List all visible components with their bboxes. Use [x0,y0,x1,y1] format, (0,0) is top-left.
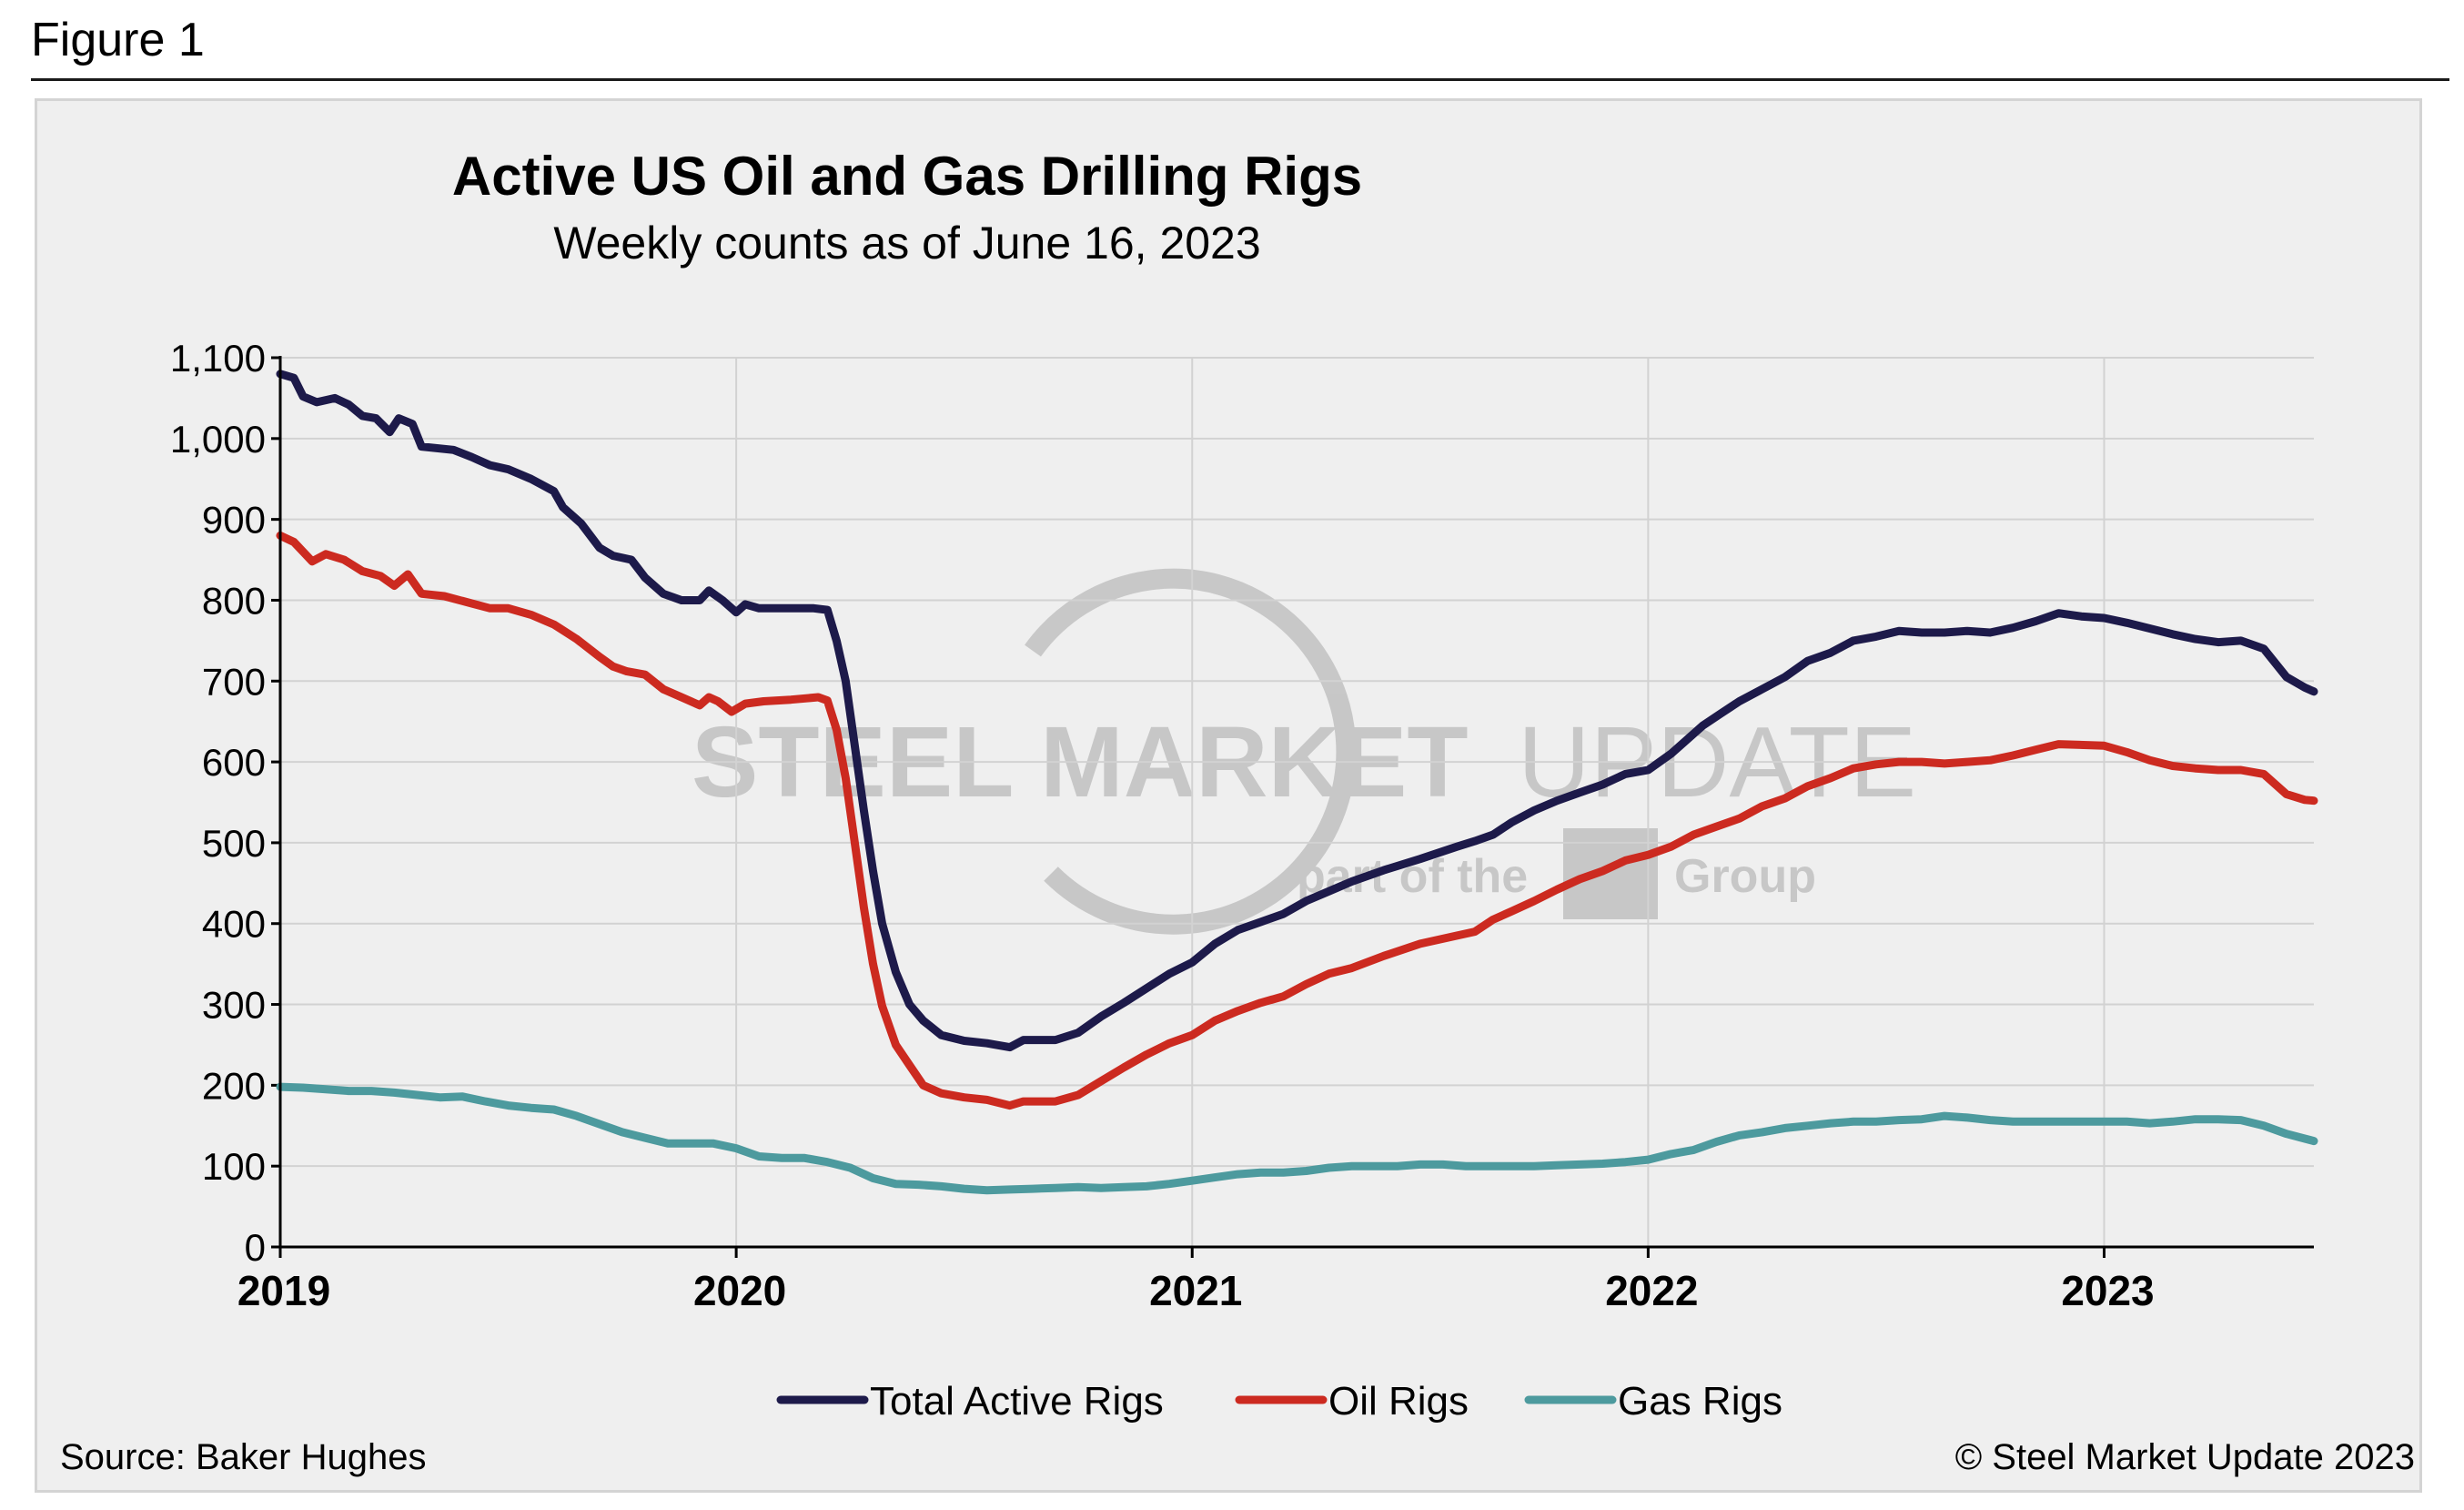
source-note: Source: Baker Hughes [60,1437,426,1477]
axes [278,356,2314,1249]
y-tick-label: 800 [202,579,266,622]
legend-label-oil-rigs: Oil Rigs [1328,1379,1469,1424]
figure-rule [31,78,2449,81]
y-axis-ticks: 0 100 200 300 400 500 600 700 800 900 1,000 1,100 [170,337,280,1269]
watermark-sub-right: Group [1674,850,1816,903]
series-line-total-active-rigs [276,370,2318,1052]
series-line-gas-rigs [276,1082,2318,1195]
y-tick-label: 100 [202,1145,266,1188]
chart-title: Active US Oil and Gas Drilling Rigs [452,146,1362,207]
x-tick-label: 2023 [2061,1267,2154,1314]
y-tick-label: 600 [202,741,266,784]
y-tick-label: 700 [202,660,266,703]
y-tick-label: 1,100 [170,337,266,380]
series-line-oil-rigs [276,531,2318,1110]
y-tick-label: 0 [245,1226,266,1269]
y-tick-label: 200 [202,1064,266,1107]
x-tick-label: 2021 [1149,1267,1242,1314]
chart-subtitle: Weekly counts as of June 16, 2023 [553,218,1260,269]
y-tick-label: 900 [202,499,266,542]
copyright-note: © Steel Market Update 2023 [1955,1437,2415,1477]
legend-label-total-active-rigs: Total Active Rigs [870,1379,1164,1424]
series-lines [276,370,2318,1195]
y-tick-label: 300 [202,984,266,1027]
legend-label-gas-rigs: Gas Rigs [1618,1379,1782,1424]
figure-label: Figure 1 [31,14,205,66]
x-tick-label: 2020 [693,1267,786,1314]
legend: Total Active Rigs Oil Rigs Gas Rigs [776,1379,1782,1424]
y-tick-label: 500 [202,822,266,865]
y-tick-label: 1,000 [170,418,266,461]
x-tick-label: 2019 [237,1267,330,1314]
y-tick-label: 400 [202,903,266,946]
x-tick-label: 2022 [1605,1267,1698,1314]
chart-panel [35,98,2422,1493]
x-axis-ticks: 2019 2020 2021 2022 2023 [237,1247,2155,1314]
